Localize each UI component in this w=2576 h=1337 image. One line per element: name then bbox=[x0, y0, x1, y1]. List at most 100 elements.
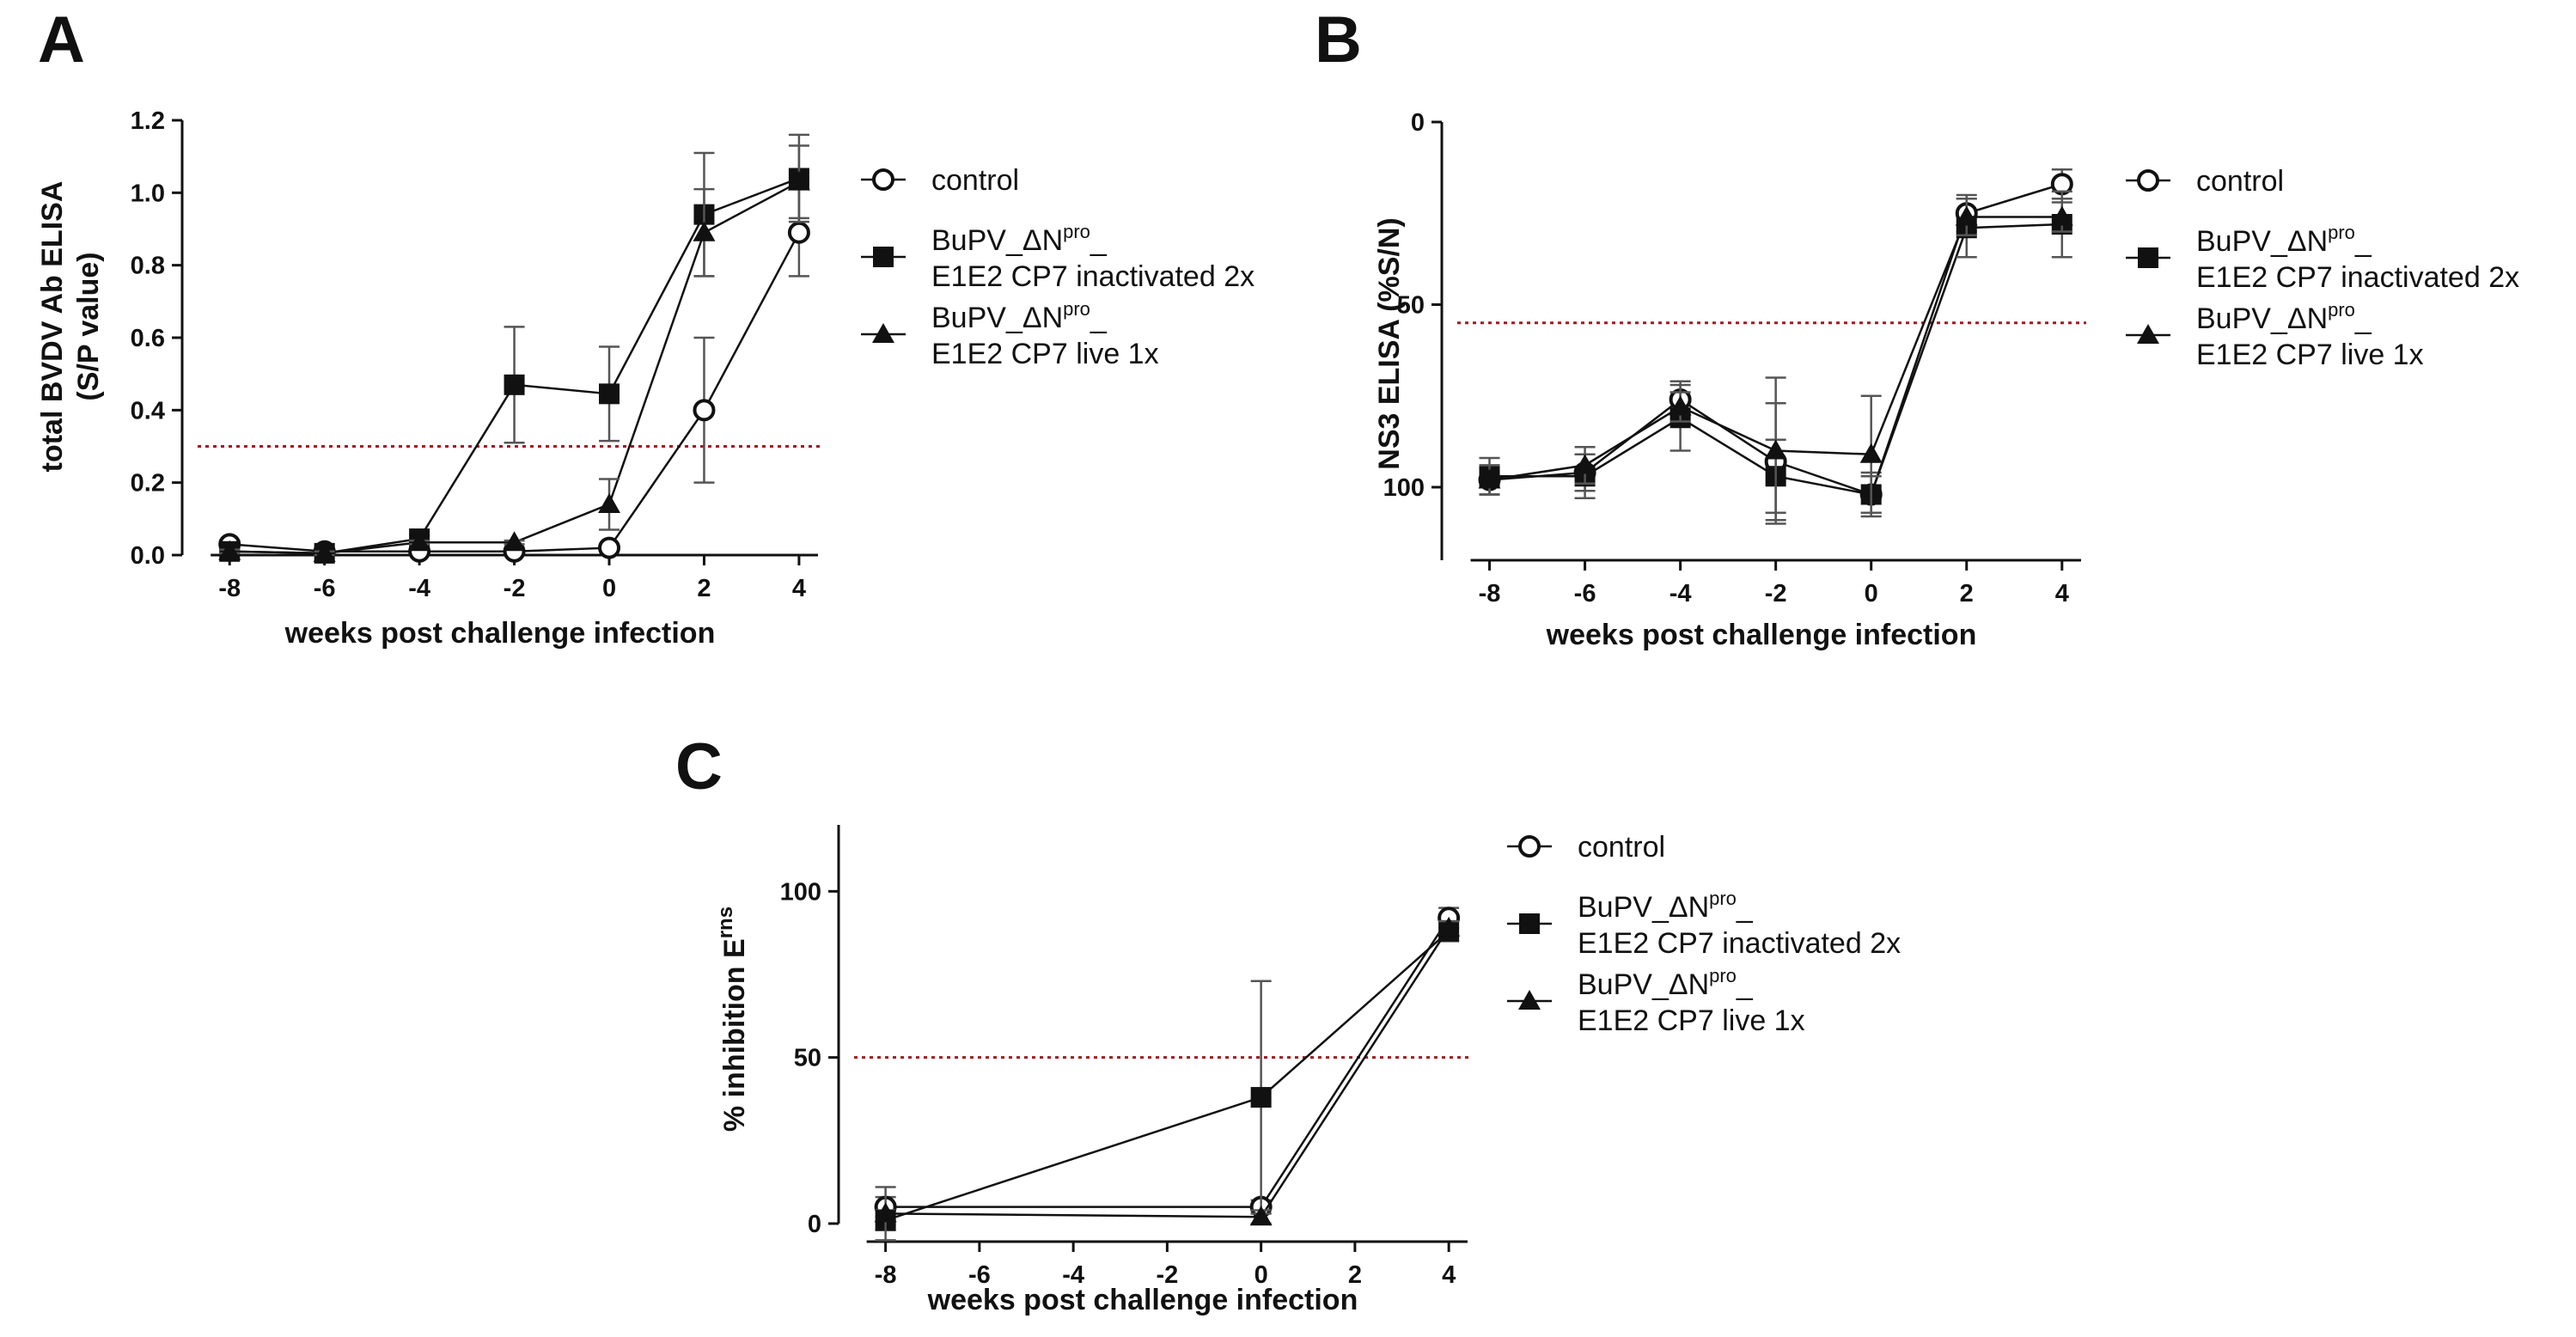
x-tick-label: -2 bbox=[504, 575, 526, 602]
y-axis-title-text: % inhibition E bbox=[718, 938, 751, 1132]
data-point-circle bbox=[598, 536, 621, 559]
data-point-square bbox=[599, 383, 620, 405]
data-point-triangle bbox=[1573, 454, 1596, 474]
y-tick-label: 50 bbox=[794, 1045, 821, 1072]
legend-label-line2: E1E2 CP7 live 1x bbox=[1578, 1004, 1805, 1037]
x-axis-title: weeks post challenge infection bbox=[1546, 619, 1977, 651]
data-point-triangle bbox=[1669, 395, 1692, 416]
legend-label-line2: E1E2 CP7 live 1x bbox=[931, 338, 1159, 370]
data-point-triangle bbox=[1955, 205, 1978, 226]
legend-marker-triangle bbox=[872, 323, 894, 343]
data-point-triangle bbox=[218, 540, 241, 560]
data-point-triangle bbox=[693, 221, 716, 241]
y-tick-label: 0.0 bbox=[131, 542, 165, 570]
data-point-triangle bbox=[598, 492, 621, 513]
series-square bbox=[875, 919, 1460, 1231]
data-point-square bbox=[504, 374, 525, 395]
legend-label: BuPV_ΔNpro_ bbox=[931, 298, 1108, 334]
legend-marker-circle bbox=[2137, 169, 2159, 192]
legend-marker-triangle bbox=[1518, 990, 1541, 1010]
panel-a: A 0.0 0.2 0.4 0.6 0.8 1.0 1.2 -8 -6 -4 -2 0 2 4 weeks p… bbox=[36, 3, 1254, 650]
legend-label: BuPV_ΔNpro_ bbox=[1578, 965, 1754, 1001]
x-tick-label: 0 bbox=[602, 575, 616, 602]
legend-label-sup: pro bbox=[1063, 298, 1090, 320]
legend-label-main: BuPV_ΔN bbox=[931, 224, 1063, 257]
x-tick-label: -8 bbox=[875, 1261, 897, 1289]
legend-label-sup: pro bbox=[1709, 965, 1737, 986]
data-point-circle bbox=[693, 399, 716, 422]
x-tick-label: 2 bbox=[1960, 580, 1974, 607]
legend-label-line2: E1E2 CP7 live 1x bbox=[2196, 339, 2424, 371]
x-tick-label: 4 bbox=[1442, 1261, 1456, 1289]
legend-label-sup: pro bbox=[1709, 888, 1737, 909]
y-tick-label: 0 bbox=[808, 1211, 821, 1238]
x-tick-label: 0 bbox=[1254, 1261, 1268, 1289]
data-point-triangle bbox=[1438, 916, 1461, 937]
x-tick-label: -8 bbox=[1479, 580, 1501, 607]
series-triangle bbox=[218, 144, 810, 562]
x-tick-label: -4 bbox=[408, 575, 430, 602]
legend-label-line2: E1E2 CP7 inactivated 2x bbox=[931, 260, 1254, 293]
y-tick-label: 0.6 bbox=[131, 325, 165, 352]
x-tick-label: -2 bbox=[1765, 580, 1787, 607]
data-point-triangle bbox=[1764, 439, 1787, 460]
y-axis-title-line2: (S/P value) bbox=[72, 252, 105, 400]
legend-label-sup: pro bbox=[1063, 221, 1090, 242]
x-tick-label: -4 bbox=[1670, 580, 1692, 607]
legend-label-tail: _ bbox=[1736, 968, 1754, 1001]
x-axis-title: weeks post challenge infection bbox=[284, 617, 716, 650]
data-point-square bbox=[1250, 1087, 1272, 1108]
legend-label: control bbox=[931, 164, 1019, 197]
legend-label-tail: _ bbox=[1736, 891, 1754, 924]
panel-label-b: B bbox=[1315, 3, 1362, 76]
data-point-triangle bbox=[2050, 205, 2073, 226]
y-axis-title-sup: rns bbox=[714, 907, 737, 938]
x-tick-label: -4 bbox=[1062, 1261, 1084, 1289]
x-tick-label: 4 bbox=[792, 575, 806, 602]
x-tick-label: -2 bbox=[1156, 1261, 1178, 1289]
x-tick-label: -6 bbox=[1574, 580, 1596, 607]
series-triangle bbox=[874, 916, 1461, 1242]
legend-marker-square bbox=[2138, 247, 2158, 268]
y-axis-title: total BVDV Ab ELISA bbox=[36, 181, 69, 473]
x-axis-title: weeks post challenge infection bbox=[927, 1284, 1358, 1316]
legend-label-sup: pro bbox=[2328, 299, 2355, 321]
x-tick-label: 0 bbox=[1865, 580, 1878, 607]
series-line bbox=[885, 927, 1450, 1218]
legend-label: BuPV_ΔNpro_ bbox=[2196, 222, 2372, 258]
data-point-triangle bbox=[1478, 468, 1501, 489]
legend-label-tail: _ bbox=[1090, 224, 1108, 257]
legend-label-main: BuPV_ΔN bbox=[2196, 225, 2328, 258]
x-tick-label: -6 bbox=[968, 1261, 991, 1289]
panel-label-a: A bbox=[38, 3, 85, 76]
legend-label: BuPV_ΔNpro_ bbox=[2196, 299, 2372, 335]
y-tick-label: 1.0 bbox=[131, 180, 165, 207]
legend-marker-triangle bbox=[2137, 324, 2159, 344]
series-circle bbox=[874, 907, 1461, 1218]
data-point-circle bbox=[787, 221, 810, 244]
y-axis-title: % inhibition Erns bbox=[714, 907, 751, 1132]
x-tick-label: 4 bbox=[2055, 580, 2069, 607]
y-tick-label: 0.2 bbox=[131, 470, 165, 498]
data-point-triangle bbox=[874, 1202, 897, 1223]
data-point-triangle bbox=[1859, 443, 1883, 463]
x-tick-label: 2 bbox=[697, 575, 711, 602]
data-point-triangle bbox=[313, 541, 336, 562]
legend-label: BuPV_ΔNpro_ bbox=[1578, 888, 1754, 924]
series-square bbox=[219, 133, 809, 564]
legend-marker-square bbox=[1519, 913, 1540, 934]
legend-label-main: BuPV_ΔN bbox=[1578, 968, 1709, 1001]
legend-label: BuPV_ΔNpro_ bbox=[931, 221, 1108, 257]
series-line bbox=[885, 917, 1450, 1208]
series-line bbox=[885, 930, 1450, 1222]
legend-marker-circle bbox=[1518, 835, 1541, 858]
y-tick-label: 100 bbox=[780, 878, 821, 906]
legend-marker-square bbox=[873, 247, 894, 267]
y-tick-label: 50 bbox=[1397, 292, 1425, 320]
legend-label-tail: _ bbox=[2354, 225, 2372, 258]
legend-label: control bbox=[1578, 831, 1665, 864]
data-point-triangle bbox=[408, 531, 431, 552]
x-tick-label: -6 bbox=[314, 575, 336, 602]
